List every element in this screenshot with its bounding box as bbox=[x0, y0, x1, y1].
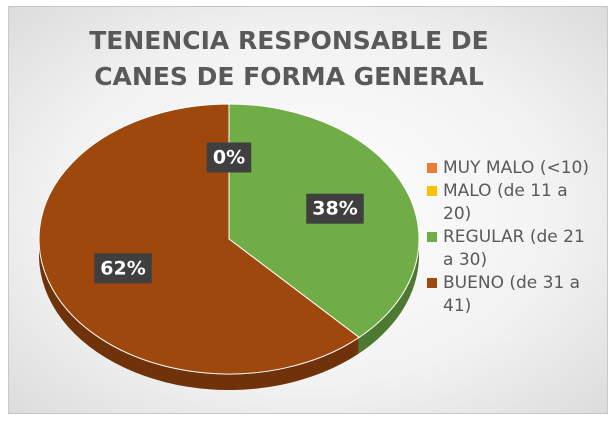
legend: MUY MALO (<10) MALO (de 11 a 20) REGULAR (… bbox=[427, 157, 597, 318]
chart-title: TENENCIA RESPONSABLE DE CANES DE FORMA G… bbox=[89, 26, 489, 91]
pie-area: 0%0%38%62% bbox=[38, 103, 420, 391]
chart: 0%0%38%62% TENENCIA RESPONSABLE DE CANES… bbox=[8, 6, 608, 414]
legend-item: REGULAR (de 21 a 30) bbox=[427, 226, 597, 272]
legend-item: BUENO (de 31 a 41) bbox=[427, 272, 597, 318]
legend-swatch bbox=[427, 278, 437, 288]
legend-label: REGULAR (de 21 a 30) bbox=[443, 227, 585, 270]
data-label-box bbox=[206, 142, 252, 173]
data-label-box bbox=[306, 193, 364, 224]
legend-item: MUY MALO (<10) bbox=[427, 157, 597, 180]
data-label: 38% bbox=[312, 198, 357, 220]
legend-label: BUENO (de 31 a 41) bbox=[443, 273, 581, 316]
legend-label: MALO (de 11 a 20) bbox=[443, 181, 568, 224]
legend-item: MALO (de 11 a 20) bbox=[427, 180, 597, 226]
legend-label: MUY MALO (<10) bbox=[443, 158, 589, 178]
slice bbox=[38, 103, 360, 375]
data-label-box bbox=[94, 253, 152, 284]
legend-swatch bbox=[427, 186, 437, 196]
legend-swatch bbox=[427, 163, 437, 173]
data-label: 62% bbox=[100, 257, 145, 279]
data-label: 0% bbox=[213, 147, 245, 169]
legend-swatch bbox=[427, 232, 437, 242]
